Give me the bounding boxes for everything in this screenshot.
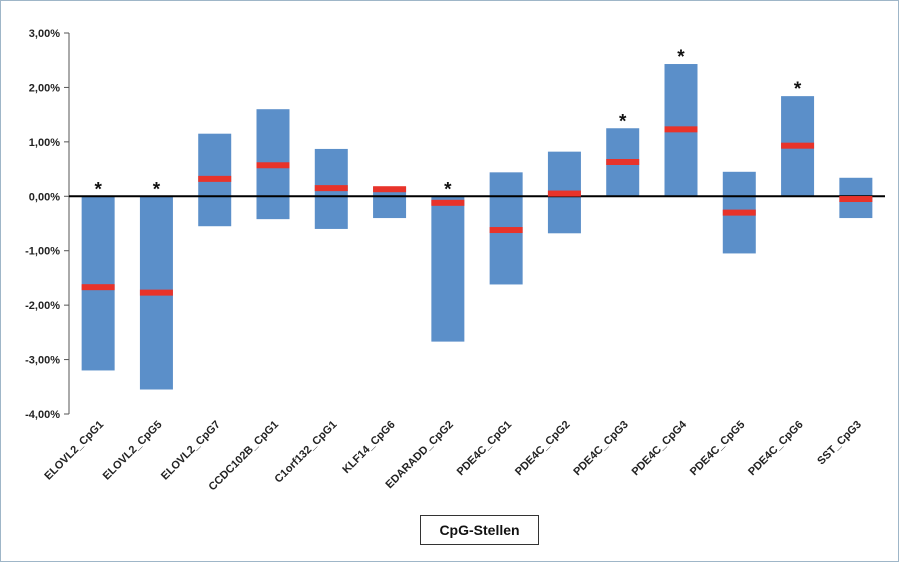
x-category-label: ELOVL2_CpG1 (42, 419, 106, 483)
x-category-label: KLF14_CpG6 (340, 419, 397, 476)
median-marker (373, 186, 407, 193)
median-marker (664, 126, 698, 133)
y-tick-label: -1,00% (25, 246, 60, 258)
y-tick-label: 3,00% (29, 28, 60, 40)
y-tick-label: 0,00% (29, 191, 60, 203)
y-axis: 3,00% 2,00% 1,00% 0,00% -1,00% -2,00% -3,00% -4… (25, 28, 70, 421)
x-category-label: PDE4C_CpG6 (746, 419, 805, 478)
significance-star: * (794, 79, 802, 100)
median-marker (839, 196, 873, 203)
x-category-label: PDE4C_CpG5 (688, 419, 747, 478)
median-marker (722, 209, 756, 216)
y-tick-label: -3,00% (25, 355, 60, 367)
x-axis-title: CpG-Stellen (439, 522, 520, 538)
median-markers (81, 126, 873, 296)
median-marker (431, 199, 465, 206)
x-category-label: PDE4C_CpG2 (513, 419, 572, 478)
x-category-label: ELOVL2_CpG7 (159, 419, 223, 483)
significance-star: * (677, 47, 685, 68)
y-tick-label: 1,00% (29, 137, 60, 149)
x-category-label: PDE4C_CpG1 (455, 419, 514, 478)
y-tick-label: -2,00% (25, 300, 60, 312)
median-marker (314, 185, 348, 192)
significance-star: * (94, 179, 102, 200)
median-marker (489, 227, 523, 234)
median-marker (781, 142, 815, 149)
median-marker (81, 284, 115, 291)
range-bars (81, 64, 873, 390)
median-marker (198, 175, 232, 182)
significance-star: * (619, 111, 627, 132)
significance-star: * (444, 179, 452, 200)
x-category-label: PDE4C_CpG3 (571, 419, 630, 478)
x-axis-title-box: CpG-Stellen (420, 515, 539, 545)
range-bar (81, 196, 115, 371)
x-category-label: ELOVL2_CpG5 (101, 419, 165, 483)
x-category-label: C1orf132_CpG1 (273, 419, 340, 486)
median-marker (139, 289, 173, 296)
median-marker (547, 190, 581, 197)
y-tick-label: 2,00% (29, 82, 60, 94)
x-category-label: SST_CpG3 (815, 419, 864, 468)
x-category-label: PDE4C_CpG4 (630, 418, 690, 478)
y-tick-label: -4,00% (25, 409, 60, 421)
x-axis-category-labels: ELOVL2_CpG1ELOVL2_CpG5ELOVL2_CpG7CCDC102… (42, 418, 864, 493)
range-bar (431, 196, 465, 342)
significance-star: * (153, 179, 161, 200)
significance-markers: * * * * * * (94, 47, 801, 200)
median-marker (256, 162, 290, 169)
median-marker (606, 158, 640, 165)
